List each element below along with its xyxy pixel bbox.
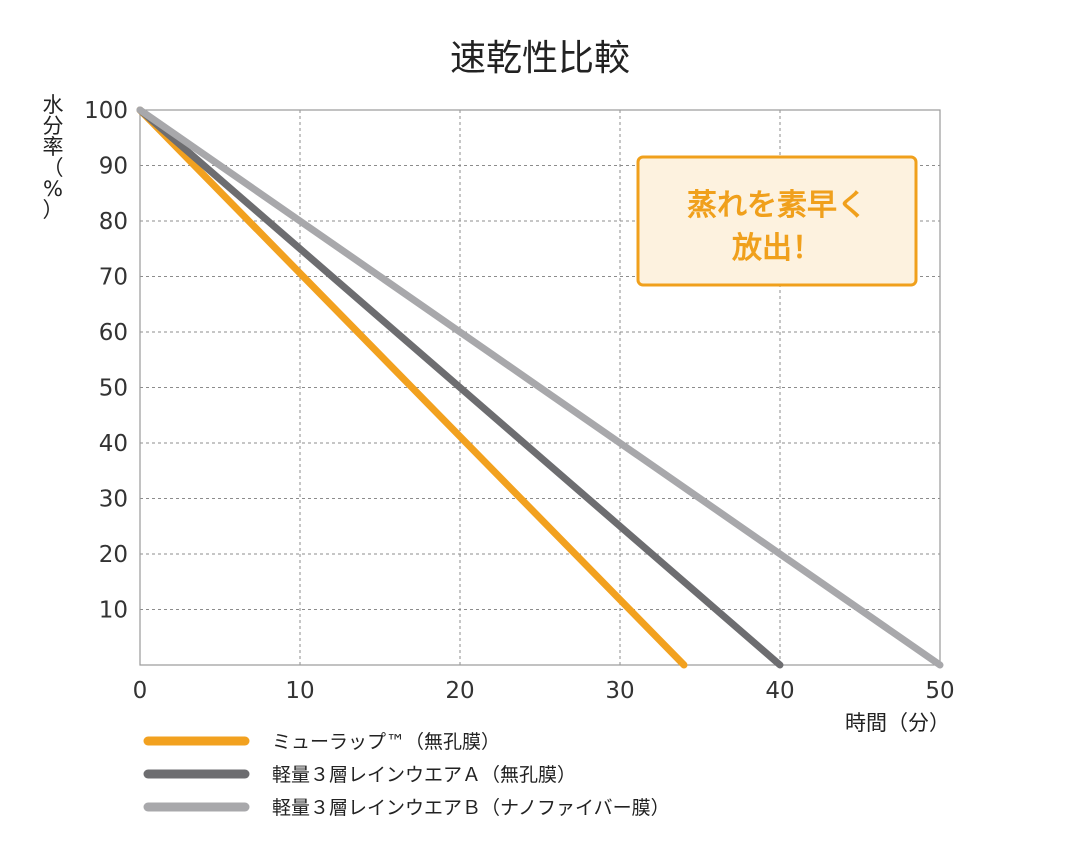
x-tick-label: 0 (133, 678, 148, 704)
y-tick-label: 90 (99, 154, 128, 180)
callout: 蒸れを素早く 放出！ (636, 155, 918, 287)
y-tick-label: 60 (99, 320, 128, 346)
series-line-3 (136, 106, 944, 669)
y-tick-label: 100 (84, 98, 128, 124)
legend: ミューラップ™（無孔膜） 軽量３層レインウエアＡ（無孔膜） 軽量３層レインウエアＢ（… (143, 731, 670, 819)
chart-title: 速乾性比較 (450, 38, 630, 79)
y-tick-label: 10 (99, 598, 128, 624)
y-tick-label: 80 (99, 209, 128, 235)
x-axis-label: 時間（分） (845, 711, 950, 735)
y-tick-label: 70 (99, 265, 128, 291)
y-axis-label-char: 分 (43, 114, 64, 138)
series-line-1 (136, 106, 688, 669)
y-tick-label: 30 (99, 487, 128, 513)
y-tick-label: 20 (99, 542, 128, 568)
legend-label: ミューラップ™（無孔膜） (272, 731, 500, 753)
y-axis-label-char: 水 (43, 93, 64, 117)
y-axis-label-char: 率 (43, 135, 64, 159)
x-tick-label: 30 (605, 678, 634, 704)
x-tick-label: 20 (445, 678, 474, 704)
y-axis-label-char: ） (43, 198, 64, 222)
y-axis-label: 水分率（%） (43, 93, 64, 222)
callout-box (636, 155, 918, 287)
legend-label: 軽量３層レインウエアＡ（無孔膜） (272, 764, 576, 786)
legend-label: 軽量３層レインウエアＢ（ナノファイバー膜） (272, 797, 670, 819)
y-tick-labels: 10 20 30 40 50 60 70 80 90 100 (84, 98, 128, 624)
callout-line-1: 蒸れを素早く (687, 188, 867, 223)
series-layer (136, 106, 944, 669)
x-tick-label: 10 (285, 678, 314, 704)
y-tick-label: 40 (99, 431, 128, 457)
x-tick-labels: 0 10 20 30 40 50 (133, 678, 955, 704)
y-axis-label-char: % (43, 177, 63, 201)
x-tick-label: 50 (925, 678, 954, 704)
callout-line-2: 放出！ (731, 231, 822, 266)
y-axis-label-char: （ (43, 156, 64, 180)
y-tick-label: 50 (99, 376, 128, 402)
series-line-2 (136, 106, 784, 669)
x-tick-label: 40 (765, 678, 794, 704)
plot-frame (139, 109, 941, 666)
